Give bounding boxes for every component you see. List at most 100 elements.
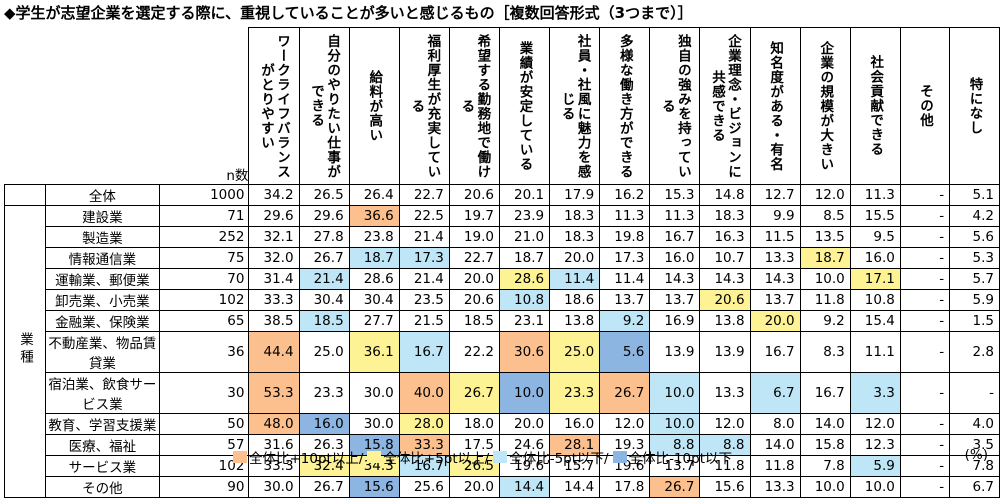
row-n: 36 (158, 331, 250, 373)
legend: 全体比+10pt以上/全体比+5pt以上/全体比-5pt以下/全体比-10pt以… (233, 447, 736, 467)
data-cell: 26.7 (599, 372, 651, 414)
column-header-text: 企業の規模が大きい (817, 40, 834, 172)
data-cell: 10.0 (799, 476, 851, 498)
legend-label: 全体比-10pt以下 (628, 451, 733, 467)
data-cell: 36.1 (348, 331, 400, 373)
data-cell: 8.3 (799, 331, 851, 373)
data-cell: 8.0 (749, 413, 801, 435)
data-cell: 18.6 (549, 289, 601, 311)
data-cell: 11.4 (549, 268, 601, 290)
row-n: 30 (158, 372, 250, 414)
data-cell: 38.5 (248, 310, 300, 332)
data-cell: 10.8 (498, 289, 551, 311)
data-cell: - (899, 247, 951, 269)
column-header: ワークライフバランスがとりやすい (248, 27, 300, 185)
column-header: 特になし (949, 27, 1000, 185)
data-cell: 26.4 (348, 184, 400, 206)
data-cell: 53.3 (248, 372, 300, 414)
data-cell: 20.6 (448, 289, 500, 311)
group-cell-blank (4, 184, 46, 206)
data-cell: 8.8 (649, 434, 701, 456)
data-cell: 15.3 (649, 184, 701, 206)
data-cell: 13.3 (749, 476, 801, 498)
legend-item: 全体比-5pt以下/ (493, 447, 609, 467)
data-cell: 16.7 (649, 226, 701, 248)
data-cell: 3.3 (849, 372, 901, 414)
data-cell: 17.3 (398, 247, 450, 269)
data-cell: 30.0 (248, 476, 300, 498)
data-cell: - (899, 413, 951, 435)
survey-table: n数 ワークライフバランスがとりやすい 自分のやりたい仕事ができる 給料が高い 福利厚生… (4, 27, 1000, 498)
header-row: n数 ワークライフバランスがとりやすい 自分のやりたい仕事ができる 給料が高い 福利厚生… (5, 27, 1000, 185)
data-cell: 17.3 (599, 247, 651, 269)
data-cell: 16.7 (398, 331, 450, 373)
table-row: 全体 1000 34.2 26.5 26.4 22.7 20.6 20.1 17.9 16.2 15… (4, 184, 1000, 206)
data-cell: 10.7 (699, 247, 751, 269)
data-cell: 12.7 (749, 184, 801, 206)
data-cell: 18.7 (348, 247, 400, 269)
data-cell: 11.4 (599, 268, 651, 290)
data-cell: 24.6 (498, 434, 551, 456)
data-cell: 4.2 (949, 205, 1000, 227)
column-header-text: 特になし (966, 77, 983, 135)
data-cell: 26.7 (448, 372, 500, 414)
table-row: その他 90 30.0 26.7 15.6 25.6 20.0 14.4 14.4 17.8 26.… (5, 476, 1000, 498)
data-cell: 10.0 (649, 372, 701, 414)
data-cell: 19.8 (599, 226, 651, 248)
legend-swatch (367, 451, 382, 463)
data-cell: 21.4 (398, 268, 450, 290)
data-cell: 18.7 (799, 247, 851, 269)
row-label: 教育、学習支援業 (45, 413, 160, 435)
row-label: 金融業、保険業 (45, 310, 160, 332)
data-cell: 21.0 (498, 226, 551, 248)
data-cell: 6.7 (749, 372, 801, 414)
data-cell: 15.6 (348, 476, 400, 498)
data-cell: 9.2 (799, 310, 851, 332)
data-cell: 20.6 (699, 289, 751, 311)
data-cell: 18.3 (549, 226, 601, 248)
data-cell: 16.0 (298, 413, 350, 435)
data-cell: - (899, 226, 951, 248)
data-cell: 33.3 (248, 289, 300, 311)
data-cell: 4.0 (949, 413, 1000, 435)
column-header: 知名度がある・有名 (749, 27, 801, 185)
data-cell: 10.0 (498, 372, 551, 414)
n-label: n数 (226, 168, 249, 184)
data-cell: 12.0 (599, 413, 651, 435)
data-cell: - (899, 205, 951, 227)
data-cell: 32.0 (248, 247, 300, 269)
data-cell: 15.8 (348, 434, 400, 456)
data-cell: 21.4 (398, 226, 450, 248)
data-cell: - (899, 434, 951, 456)
data-cell: 20.6 (448, 184, 500, 206)
data-cell: 15.4 (849, 310, 901, 332)
column-header: 給料が高い (348, 27, 400, 185)
data-cell: 16.9 (649, 310, 701, 332)
data-cell: 20.0 (549, 247, 601, 269)
column-header: 福利厚生が充実している (398, 27, 450, 185)
data-cell: 26.7 (298, 476, 350, 498)
data-cell: 20.1 (498, 184, 551, 206)
data-cell: 1.5 (949, 310, 1000, 332)
column-header-text: 知名度がある・有名 (767, 40, 784, 172)
data-cell: 11.5 (749, 226, 801, 248)
data-cell: 5.6 (949, 226, 1000, 248)
data-cell: 23.9 (498, 205, 551, 227)
data-cell: 6.7 (949, 476, 1000, 498)
column-header: 多様な働き方ができる (599, 27, 651, 185)
data-cell: 25.0 (298, 331, 350, 373)
column-header-text: その他 (916, 84, 933, 128)
group-label: 業種 (4, 205, 46, 498)
data-cell: 20.0 (498, 413, 551, 435)
table-row: 運輸業、郵便業 70 31.4 21.4 28.6 21.4 20.0 28.6 11.4 11.… (5, 268, 1000, 290)
data-cell: 10.0 (849, 476, 901, 498)
data-cell: 5.9 (949, 289, 1000, 311)
data-cell: 28.0 (398, 413, 450, 435)
data-cell: 16.7 (749, 331, 801, 373)
data-cell: 16.3 (699, 226, 751, 248)
table-row: 教育、学習支援業 50 48.0 16.0 30.0 28.0 18.0 20.0 16.0 12… (5, 413, 1000, 435)
data-cell: 13.7 (649, 289, 701, 311)
data-cell: 5.1 (949, 184, 1000, 206)
data-cell: 11.8 (749, 455, 801, 477)
data-cell: 12.0 (799, 184, 851, 206)
